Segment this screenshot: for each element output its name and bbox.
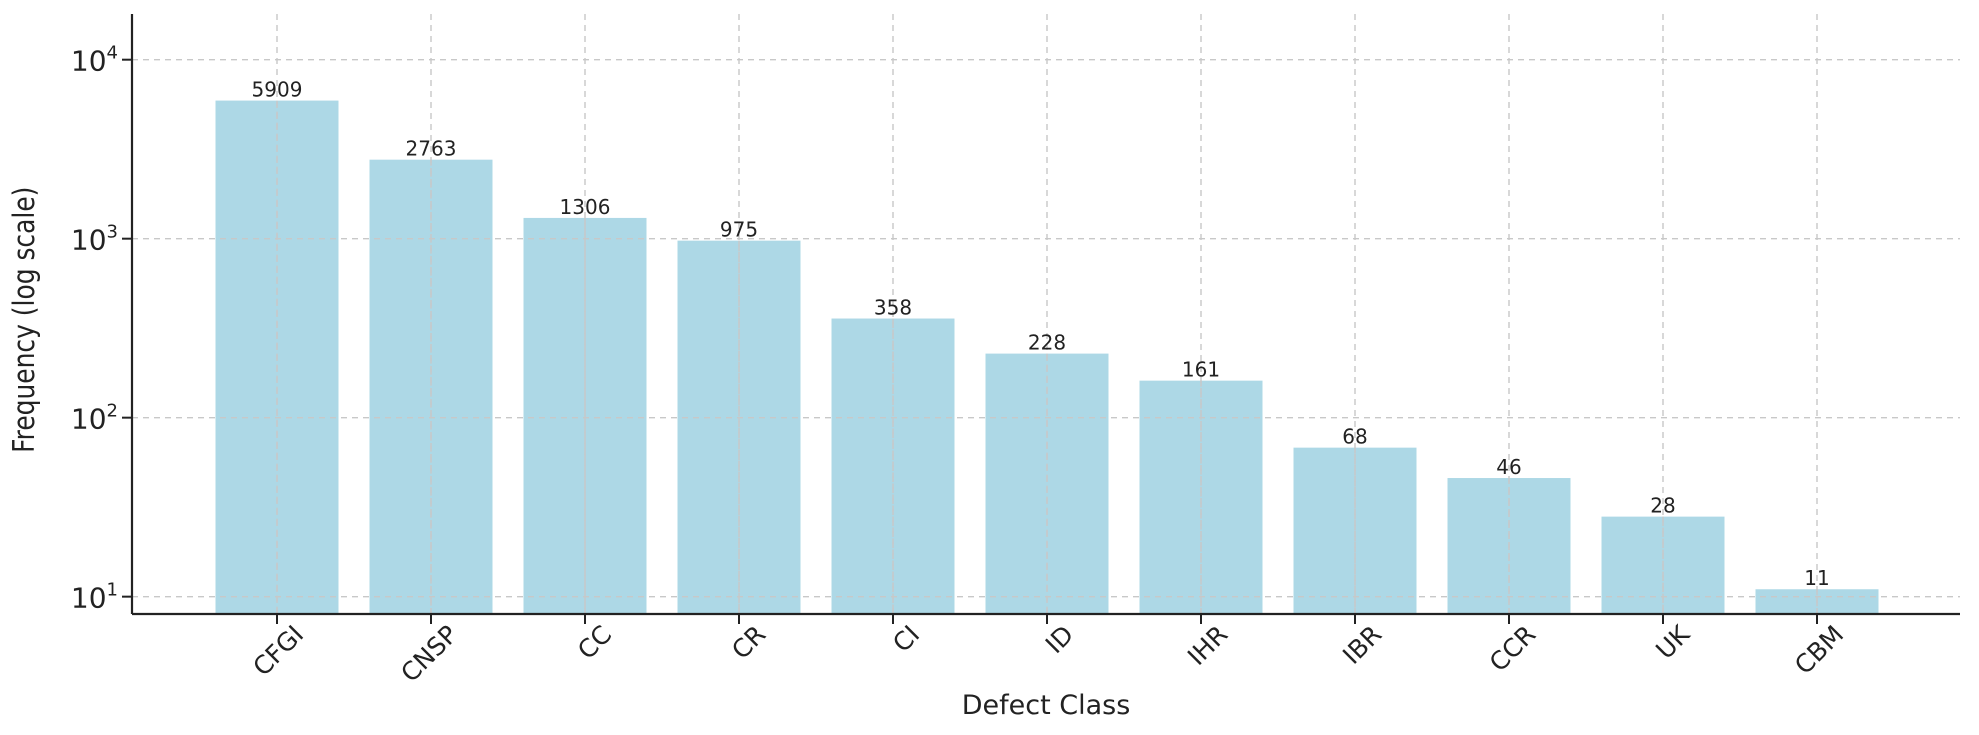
- x-tick-label-cfgi: CFGI: [247, 620, 309, 682]
- data-label-uk: 28: [1650, 494, 1675, 518]
- x-tick-label-cr: CR: [726, 620, 771, 665]
- data-label-cc: 1306: [560, 195, 611, 219]
- data-label-cr: 975: [720, 218, 758, 242]
- y-tick-base: 10: [71, 45, 107, 78]
- data-label-ibr: 68: [1342, 425, 1367, 449]
- x-tick-label-cnsp: CNSP: [395, 620, 463, 688]
- y-tick-exponent: 1: [107, 580, 118, 601]
- x-tick-label-ibr: IBR: [1337, 620, 1387, 670]
- y-tick-label: 102: [71, 401, 118, 436]
- x-tick-label-ihr: IHR: [1182, 620, 1233, 671]
- x-tick-label-ccr: CCR: [1484, 620, 1541, 677]
- x-tick-label-cbm: CBM: [1789, 620, 1849, 680]
- y-tick-exponent: 3: [107, 222, 118, 243]
- y-axis-title: Frequency (log scale): [8, 187, 41, 453]
- labels-layer: 5909 2763 1306 975 358 228 161 68 46 28 11: [252, 78, 1830, 591]
- data-label-cfgi: 5909: [252, 78, 303, 102]
- data-label-id: 228: [1028, 331, 1066, 355]
- y-tick-exponent: 4: [107, 43, 118, 64]
- y-tick-exponent: 2: [107, 401, 118, 422]
- y-tick-label: 101: [71, 580, 118, 615]
- data-label-cbm: 11: [1804, 566, 1829, 590]
- grid-layer: [132, 14, 1960, 614]
- y-tick-base: 10: [71, 403, 107, 436]
- x-tick-label-id: ID: [1040, 620, 1079, 659]
- data-label-ccr: 46: [1496, 455, 1521, 479]
- y-tick-base: 10: [71, 224, 107, 257]
- x-tick-label-cc: CC: [572, 620, 617, 665]
- y-tick-label: 104: [71, 43, 118, 78]
- y-tick-label: 103: [71, 222, 118, 257]
- x-axis-title: Defect Class: [962, 690, 1131, 721]
- bar-id: [985, 353, 1109, 614]
- data-label-ci: 358: [874, 296, 912, 320]
- data-label-ihr: 161: [1182, 358, 1220, 382]
- data-label-cnsp: 2763: [406, 137, 457, 161]
- y-tick-base: 10: [71, 582, 107, 615]
- x-tick-label-ci: CI: [887, 620, 925, 658]
- x-tick-label-uk: UK: [1650, 619, 1695, 664]
